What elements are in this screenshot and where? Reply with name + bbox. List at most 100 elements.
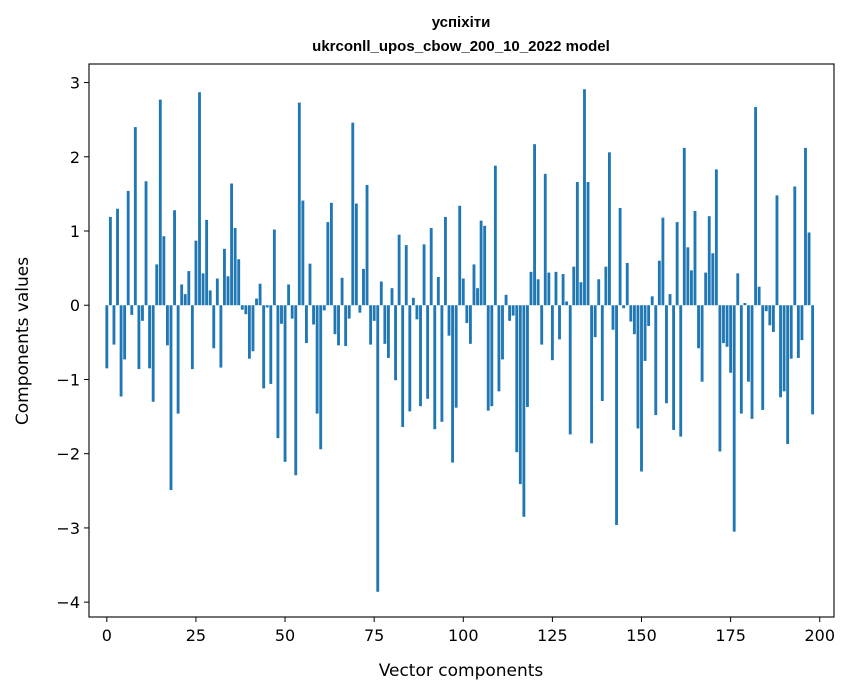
bar-138: [597, 279, 601, 306]
bar-15: [158, 99, 162, 306]
y-tick-label: 2: [70, 148, 80, 167]
bar-3: [116, 208, 119, 306]
bar-132: [575, 182, 579, 306]
bar-73: [365, 184, 369, 306]
bar-183: [757, 286, 761, 306]
bar-182: [754, 107, 757, 306]
bar-167: [700, 305, 704, 382]
bar-100: [461, 278, 465, 306]
bar-19: [173, 210, 176, 306]
bar-20: [176, 305, 180, 414]
bar-166: [697, 305, 700, 349]
x-tick-label: 50: [275, 626, 295, 645]
bar-165: [693, 210, 697, 306]
bar-188: [775, 195, 779, 306]
bar-17: [166, 305, 169, 346]
x-tick-label: 200: [804, 626, 835, 645]
bar-2: [112, 305, 116, 345]
bar-9: [137, 305, 141, 370]
bar-121: [536, 279, 540, 306]
bar-184: [761, 305, 765, 410]
bar-151: [643, 305, 647, 361]
bar-130: [568, 305, 572, 435]
bar-139: [600, 305, 604, 401]
bar-170: [711, 253, 715, 306]
y-axis-ticks: 3 2 1 0 −1 −2 −3 −4: [56, 74, 89, 612]
bar-115: [515, 305, 519, 453]
bar-78: [383, 305, 387, 344]
bar-112: [504, 294, 508, 306]
bar-33: [223, 248, 226, 306]
y-tick-label: 3: [70, 74, 80, 93]
bar-195: [800, 305, 804, 341]
chart-title: успіхіти: [432, 14, 491, 31]
bar-5: [123, 305, 127, 360]
bar-155: [657, 260, 661, 306]
bar-144: [618, 208, 622, 306]
bar-176: [732, 305, 736, 532]
bar-11: [144, 181, 148, 306]
bar-69: [351, 122, 355, 306]
bar-26: [198, 92, 201, 306]
bar-186: [768, 305, 772, 326]
x-tick-label: 125: [537, 626, 568, 645]
y-tick-label: −2: [56, 445, 80, 464]
bar-95: [444, 216, 447, 306]
bar-67: [344, 305, 348, 347]
bar-60: [319, 305, 323, 450]
bar-98: [454, 305, 458, 408]
bar-123: [543, 173, 547, 306]
bar-13: [151, 305, 155, 402]
bar-99: [458, 205, 462, 306]
bar-136: [590, 305, 594, 444]
x-tick-label: 25: [186, 626, 206, 645]
bar-164: [689, 270, 693, 306]
bar-86: [411, 297, 415, 306]
bar-97: [451, 305, 455, 463]
bar-140: [604, 266, 608, 306]
chart-subtitle: ukrconll_upos_cbow_200_10_2022 model: [312, 38, 610, 55]
bar-135: [586, 182, 590, 306]
bar-55: [301, 200, 305, 306]
bar-4: [119, 305, 123, 397]
bar-145: [622, 305, 626, 309]
bar-173: [722, 305, 725, 344]
plot-frame: [88, 63, 835, 618]
bar-66: [340, 277, 344, 306]
bar-191: [786, 305, 790, 445]
bar-74: [369, 305, 373, 345]
bar-30: [212, 305, 216, 349]
y-tick-label: 0: [70, 296, 80, 315]
bar-58: [312, 305, 315, 325]
bar-59: [315, 305, 319, 414]
bar-194: [796, 305, 800, 358]
x-tick-label: 100: [448, 626, 479, 645]
bar-77: [379, 281, 383, 306]
bar-134: [583, 89, 586, 306]
bar-169: [707, 216, 711, 306]
bar-177: [736, 273, 740, 306]
bar-36: [233, 228, 237, 306]
bar-174: [725, 305, 729, 347]
bar-106: [483, 225, 487, 306]
bar-47: [272, 229, 276, 306]
bar-152: [647, 305, 651, 327]
bar-154: [654, 305, 658, 416]
bar-147: [629, 305, 633, 322]
y-tick-label: −3: [56, 519, 80, 538]
bar-119: [529, 271, 533, 306]
bar-185: [764, 305, 768, 312]
y-tick-label: −1: [56, 370, 80, 389]
bar-25: [194, 240, 198, 306]
bars: [105, 89, 815, 592]
bar-64: [333, 305, 337, 335]
bar-12: [148, 305, 152, 369]
bar-89: [422, 244, 426, 306]
bar-72: [362, 268, 365, 306]
bar-45: [265, 305, 269, 308]
bar-125: [550, 305, 554, 361]
bar-162: [682, 147, 686, 306]
y-axis-label: Components values: [13, 257, 33, 425]
bar-171: [714, 169, 718, 306]
bar-68: [347, 305, 351, 319]
